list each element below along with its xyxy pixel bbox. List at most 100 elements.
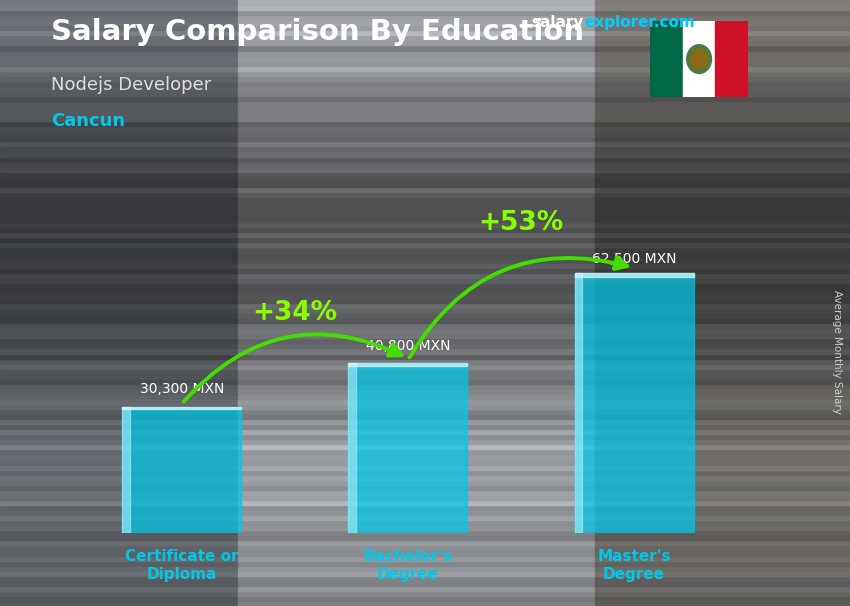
Bar [238, 364, 595, 368]
Bar [0, 50, 238, 56]
Bar [238, 111, 595, 116]
Bar [0, 141, 238, 147]
Bar [595, 232, 850, 238]
Bar [238, 116, 595, 121]
Bar [0, 293, 238, 298]
Bar [595, 545, 850, 550]
Bar [122, 407, 129, 533]
Bar [0, 525, 238, 530]
Bar [595, 374, 850, 379]
Bar [0, 313, 238, 318]
Bar [348, 363, 355, 533]
Bar [0, 541, 238, 545]
Bar [238, 313, 595, 318]
Bar [0, 303, 238, 308]
Bar [238, 561, 595, 565]
Bar [0, 348, 238, 353]
Bar [238, 353, 595, 359]
Bar [595, 571, 850, 576]
Bar [595, 495, 850, 500]
Bar [595, 25, 850, 30]
Bar [238, 61, 595, 65]
Bar [238, 591, 595, 596]
Bar [0, 126, 238, 132]
Bar [0, 182, 238, 187]
Bar [595, 50, 850, 56]
Bar [595, 217, 850, 222]
Bar [595, 298, 850, 303]
Bar [575, 273, 581, 533]
Bar [0, 394, 238, 399]
Bar [238, 429, 595, 435]
Bar [0, 565, 238, 571]
Bar [238, 247, 595, 253]
Bar [238, 258, 595, 262]
Bar [238, 212, 595, 217]
Bar [0, 485, 238, 490]
Bar [238, 268, 595, 273]
Bar [0, 571, 238, 576]
Bar [595, 520, 850, 525]
Bar [0, 238, 238, 242]
Bar [238, 586, 595, 591]
Bar [0, 409, 238, 414]
Bar [595, 222, 850, 227]
Bar [595, 470, 850, 474]
Text: explorer.com: explorer.com [584, 15, 694, 30]
Bar [238, 505, 595, 510]
Bar [595, 293, 850, 298]
Bar [0, 71, 238, 76]
Bar [238, 459, 595, 465]
Bar [238, 550, 595, 556]
Bar [0, 591, 238, 596]
Bar [0, 561, 238, 565]
Bar [595, 424, 850, 429]
Bar [595, 389, 850, 394]
Bar [595, 96, 850, 101]
Bar [0, 459, 238, 465]
Bar [0, 429, 238, 435]
Bar [0, 177, 238, 182]
Bar [238, 525, 595, 530]
Bar [238, 328, 595, 333]
Bar [595, 364, 850, 368]
Bar [595, 20, 850, 25]
Bar [238, 141, 595, 147]
Bar [595, 212, 850, 217]
Bar [595, 15, 850, 20]
Bar [0, 30, 238, 35]
Bar [595, 202, 850, 207]
Bar [0, 15, 238, 20]
Bar [238, 30, 595, 35]
Bar [0, 247, 238, 253]
Bar [595, 353, 850, 359]
Bar [238, 308, 595, 313]
Bar [238, 96, 595, 101]
Bar [0, 45, 238, 50]
Bar [238, 450, 595, 454]
Bar [238, 207, 595, 212]
Bar [595, 177, 850, 182]
Bar [238, 162, 595, 167]
Text: Salary Comparison By Education: Salary Comparison By Education [51, 18, 584, 46]
Bar [0, 0, 238, 5]
Bar [595, 485, 850, 490]
Bar [0, 454, 238, 459]
Text: 30,300 MXN: 30,300 MXN [139, 382, 224, 396]
Bar [238, 535, 595, 541]
Bar [0, 106, 238, 111]
Bar [595, 435, 850, 439]
Bar [595, 490, 850, 495]
Bar [238, 106, 595, 111]
Bar [0, 480, 238, 485]
Bar [0, 242, 238, 247]
Bar [595, 238, 850, 242]
Bar [595, 101, 850, 106]
Bar [0, 187, 238, 192]
Bar [238, 298, 595, 303]
Bar [238, 56, 595, 61]
Bar [0, 253, 238, 258]
Bar [0, 212, 238, 217]
Bar [0, 389, 238, 394]
Bar [595, 556, 850, 561]
